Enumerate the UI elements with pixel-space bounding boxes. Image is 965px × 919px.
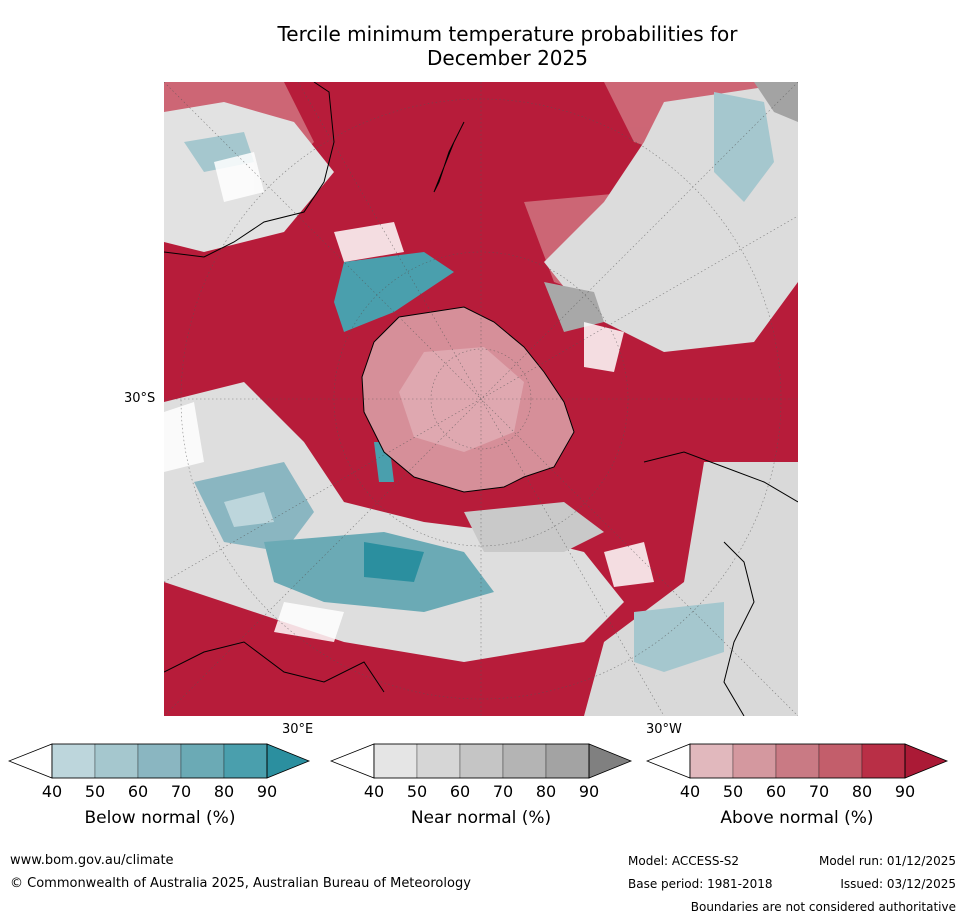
coastlines — [164, 82, 798, 716]
colorbar-above-normal — [646, 743, 949, 779]
colorbar-above-tick-70: 70 — [808, 782, 830, 801]
footer-base-period: Base period: 1981-2018 — [628, 877, 773, 891]
colorbar-above-segment-80 — [861, 743, 906, 779]
colorbar-near-extend-low — [330, 743, 375, 779]
colorbar-below-tick-40: 40 — [41, 782, 63, 801]
footer-disclaimer: Boundaries are not considered authoritat… — [690, 900, 956, 914]
colorbar-near-tick-80: 80 — [535, 782, 557, 801]
colorbar-below-outline — [51, 743, 268, 779]
colorbar-above-tick-40: 40 — [679, 782, 701, 801]
colorbar-above-tick-90: 90 — [894, 782, 916, 801]
below-normal-regions — [184, 92, 774, 672]
lon-label-30w: 30°W — [646, 722, 682, 737]
chart-title: Tercile minimum temperature probabilitie… — [0, 22, 965, 70]
colorbar-above-segment-60 — [775, 743, 820, 779]
colorbar-below-tick-80: 80 — [213, 782, 235, 801]
colorbar-near-segment-70 — [502, 743, 547, 779]
colorbar-above-tick-50: 50 — [722, 782, 744, 801]
colorbar-above-segment-40 — [689, 743, 734, 779]
colorbar-below-tick-60: 60 — [127, 782, 149, 801]
colorbar-above-extend-low — [646, 743, 691, 779]
chart-title-line2: December 2025 — [427, 46, 588, 70]
colorbar-below-segment-70 — [180, 743, 225, 779]
footer-model-run: Model run: 01/12/2025 — [818, 854, 956, 868]
colorbar-near-tick-70: 70 — [492, 782, 514, 801]
colorbar-above-tick-80: 80 — [851, 782, 873, 801]
colorbar-below-tick-70: 70 — [170, 782, 192, 801]
colorbar-below-segment-80 — [223, 743, 268, 779]
colorbar-near-tick-90: 90 — [578, 782, 600, 801]
colorbar-above-outline — [689, 743, 906, 779]
colorbar-above-segment-70 — [818, 743, 863, 779]
lat-label-30s: 30°S — [124, 391, 156, 406]
footer-copyright: © Commonwealth of Australia 2025, Austra… — [10, 876, 471, 891]
colorbar-near-segment-40 — [373, 743, 418, 779]
colorbar-below-extend-low — [8, 743, 53, 779]
colorbar-near-tick-60: 60 — [449, 782, 471, 801]
colorbar-below-segment-40 — [51, 743, 96, 779]
colorbar-near-normal — [330, 743, 633, 779]
footer-website: www.bom.gov.au/climate — [10, 853, 174, 868]
colorbar-near-extend-high — [588, 743, 633, 779]
colorbar-near-title: Near normal (%) — [410, 808, 552, 828]
colorbar-below-tick-90: 90 — [256, 782, 278, 801]
colorbar-below-normal — [8, 743, 311, 779]
colorbar-above-tick-60: 60 — [765, 782, 787, 801]
colorbar-below-segment-60 — [137, 743, 182, 779]
antarctica-interior — [399, 347, 524, 452]
probability-map — [164, 82, 798, 716]
colorbar-near-segment-50 — [416, 743, 461, 779]
footer-model: Model: ACCESS-S2 — [628, 854, 740, 868]
colorbar-below-segment-50 — [94, 743, 139, 779]
colorbar-near-segment-60 — [459, 743, 504, 779]
colorbar-near-tick-40: 40 — [363, 782, 385, 801]
colorbar-below-title: Below normal (%) — [84, 808, 236, 828]
colorbar-above-title: Above normal (%) — [720, 808, 874, 828]
colorbar-below-extend-high — [266, 743, 311, 779]
colorbar-near-segment-80 — [545, 743, 590, 779]
chart-title-line1: Tercile minimum temperature probabilitie… — [277, 22, 738, 46]
no-signal-regions — [164, 152, 654, 642]
lon-label-30e: 30°E — [282, 722, 314, 737]
footer-issued: Issued: 03/12/2025 — [840, 877, 956, 891]
colorbar-near-outline — [373, 743, 590, 779]
colorbar-above-extend-high — [904, 743, 949, 779]
graticule — [164, 82, 798, 716]
colorbar-above-segment-50 — [732, 743, 777, 779]
colorbar-near-tick-50: 50 — [406, 782, 428, 801]
colorbar-below-tick-50: 50 — [84, 782, 106, 801]
